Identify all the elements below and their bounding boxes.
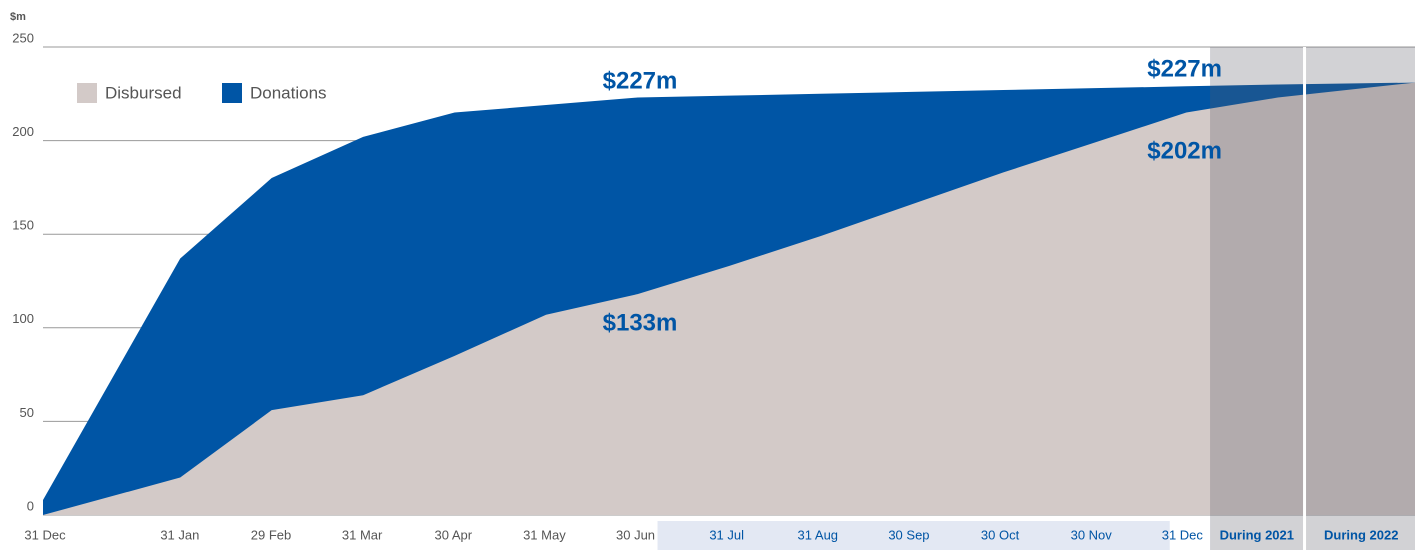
forecast-band (657, 521, 1170, 550)
legend-label: Disbursed (105, 83, 182, 102)
x-tick-label: 31 May (523, 527, 566, 542)
annotation: $133m (603, 309, 678, 336)
x-tick-label: 30 Jun (616, 527, 655, 542)
y-axis-label: $m (10, 11, 26, 23)
x-tick-label: 31 Dec (24, 527, 66, 542)
x-tick-label: 31 Jul (709, 527, 744, 542)
area (43, 82, 1415, 516)
period-shade (1305, 47, 1415, 550)
x-tick-label: During 2022 (1324, 527, 1398, 542)
annotation: $227m (1147, 55, 1222, 82)
x-tick-label: 30 Oct (981, 527, 1020, 542)
x-tick-label: During 2021 (1220, 527, 1294, 542)
annotation: $227m (603, 67, 678, 94)
legend-label: Donations (250, 83, 327, 102)
x-tick-label: 30 Nov (1071, 527, 1113, 542)
legend-swatch (222, 83, 242, 103)
legend-swatch (77, 83, 97, 103)
x-tick-label: 31 Aug (798, 527, 839, 542)
y-tick-label: 250 (12, 30, 34, 45)
x-tick-label: 31 Mar (342, 527, 383, 542)
x-tick-label: 30 Apr (434, 527, 472, 542)
annotation: $202m (1147, 137, 1222, 164)
y-tick-label: 200 (12, 124, 34, 139)
x-tick-label: 31 Dec (1162, 527, 1204, 542)
y-tick-label: 0 (27, 498, 34, 513)
y-tick-label: 50 (20, 405, 34, 420)
y-tick-label: 100 (12, 311, 34, 326)
x-tick-label: 30 Sep (888, 527, 929, 542)
y-tick-label: 150 (12, 218, 34, 233)
x-tick-label: 31 Jan (160, 527, 199, 542)
x-tick-label: 29 Feb (251, 527, 291, 542)
period-shade (1210, 47, 1304, 550)
